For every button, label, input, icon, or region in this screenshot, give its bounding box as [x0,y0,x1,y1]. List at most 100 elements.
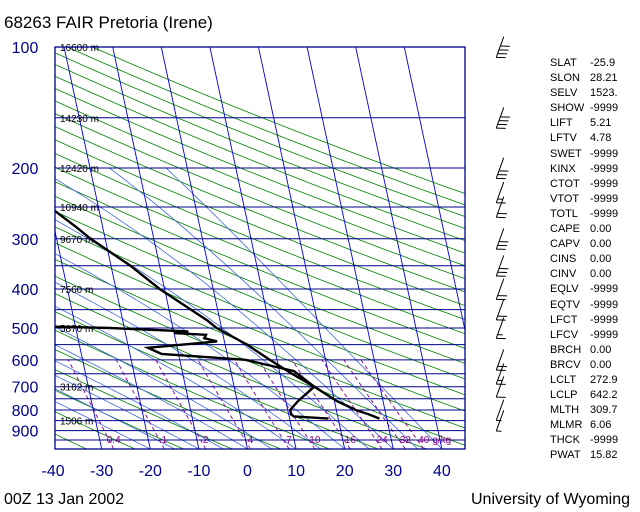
index-name: CAPV [550,238,580,251]
index-value: 4.78 [590,132,612,145]
temperature-tick-label: 40 [433,463,451,480]
mixing-ratio-label: 10 [309,435,321,446]
temperature-axis-labels: -40 -30 -20 -10 0 10 20 30 40 [42,463,451,480]
index-row: THCK -9999 [550,433,640,448]
mixing-ratio-line [343,359,406,449]
temperature-tick-label: 0 [243,463,252,480]
index-name: TOTL [550,207,578,220]
wind-barb-shaft [495,399,505,421]
isotherm-line [306,47,394,449]
mixing-ratio-line [321,359,383,449]
index-value: -9999 [590,162,619,175]
index-row: SLON 28.21 [550,71,640,86]
stability-indices-panel: SLAT -25.9 SLON 28.21 SELV 1523. SHOW -9999 LIFT… [550,56,640,464]
wind-barb [495,278,508,301]
height-label: 7560 m [60,285,93,296]
pressure-tick-label: 600 [12,353,39,370]
wind-barb [495,107,510,129]
temperature-tick-label: -20 [139,463,162,480]
index-row: MLTH 309.7 [550,403,640,418]
sounding-profiles [55,209,380,420]
height-label: 16600 m [60,43,99,54]
wind-barb-shaft [495,349,505,371]
wind-barb [495,299,508,321]
index-value: 6.06 [590,419,612,432]
height-label: 14230 m [60,114,99,125]
mixing-ratio-line [258,359,316,449]
wind-barb-shaft [495,376,505,398]
moist-adiabat-line [55,401,151,449]
index-name: CINS [550,253,577,266]
index-name: LFTV [550,132,577,145]
index-name: LCLT [550,373,577,386]
index-name: THCK [550,434,580,447]
index-row: LFCV -9999 [550,328,640,343]
index-value: -9999 [590,207,619,220]
index-value: -9999 [590,102,619,115]
mixing-ratio-label: 40 [418,435,430,446]
index-row: LCLP 642.2 [550,388,640,403]
index-value: 0.00 [590,223,612,236]
height-label: 5870 m [60,324,93,335]
moist-adiabat-line [55,388,175,449]
index-name: SWET [550,147,582,160]
index-name: SELV [550,87,578,100]
wind-barb-shaft [495,363,505,385]
index-value: 309.7 [590,404,618,417]
height-label: 12420 m [60,164,99,175]
height-label: 1506 m [60,417,93,428]
isotherm-line [63,47,151,449]
credit-text: University of Wyoming [470,491,630,508]
wind-barb-shaft [495,157,505,179]
wind-barb [495,36,510,59]
pressure-tick-label: 300 [12,232,39,249]
index-value: -9999 [590,283,619,296]
temperature-tick-label: -10 [187,463,210,480]
mixing-ratio-line [360,359,425,449]
mixing-ratio-label: g/kg [432,435,451,446]
height-label: 3162 m [60,383,93,394]
index-row: CTOT -9999 [550,177,640,192]
index-name: LFCV [550,328,579,341]
mixing-ratio-label: 7 [286,435,292,446]
mixing-ratio-label: 2 [203,435,209,446]
index-name: EQTV [550,298,580,311]
index-row: CINS 0.00 [550,252,640,267]
index-value: 642.2 [590,389,618,402]
index-row: LFTV 4.78 [550,131,640,146]
index-value: -9999 [590,177,619,190]
index-name: LIFT [550,117,573,130]
index-value: 1523. [590,87,618,100]
index-row: SHOW -9999 [550,101,640,116]
index-row: LCLT 272.9 [550,373,640,388]
pressure-tick-label: 900 [12,424,39,441]
temperature-tick-label: 30 [384,463,402,480]
index-row: EQLV -9999 [550,282,640,297]
wind-barb-shaft [495,278,505,300]
isotherm-line [0,47,5,449]
index-name: SLON [550,72,580,85]
index-row: BRCH 0.00 [550,343,640,358]
station-title: 68263 FAIR Pretoria (Irene) [4,13,213,32]
temperature-tick-label: -30 [90,463,113,480]
index-value: -9999 [590,313,619,326]
index-row: SELV 1523. [550,86,640,101]
index-row: KINX -9999 [550,162,640,177]
index-value: -9999 [590,328,619,341]
wind-barb [495,157,509,180]
wind-barb [495,399,505,422]
index-name: CTOT [550,177,580,190]
index-name: EQLV [550,283,579,296]
mixing-ratio-label: 24 [377,435,389,446]
index-name: BRCV [550,358,581,371]
wind-barb-shaft [495,36,505,58]
index-row: EQTV -9999 [550,298,640,313]
index-name: LFCT [550,313,578,326]
index-value: -9999 [590,192,619,205]
moist-adiabat-line [55,374,200,449]
index-name: CINV [550,268,577,281]
index-row: CAPV 0.00 [550,237,640,252]
index-value: -9999 [590,434,619,447]
isotherm-line [112,47,200,449]
pressure-tick-label: 800 [12,403,39,420]
